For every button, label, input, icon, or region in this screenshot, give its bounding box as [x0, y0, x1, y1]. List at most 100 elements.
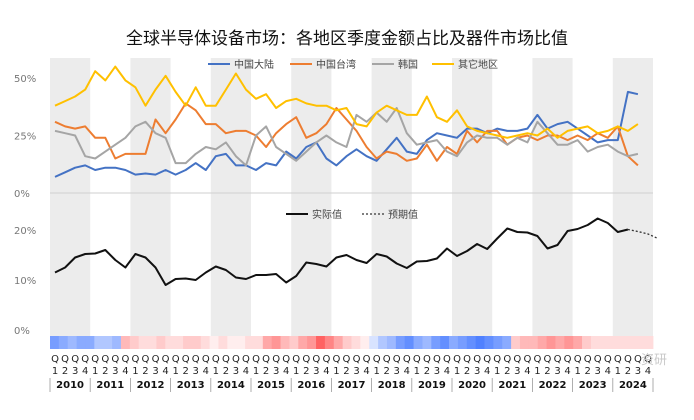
quarter-number: 4 — [323, 366, 329, 377]
heat-cell — [307, 336, 317, 349]
quarter-number: 1 — [373, 366, 379, 377]
year-band — [291, 58, 332, 348]
y-tick-label: 0% — [14, 326, 30, 337]
quarter-letter: Q — [493, 354, 501, 365]
year-label: 2011 — [96, 380, 124, 391]
heat-cell — [590, 336, 601, 349]
heat-cell — [50, 336, 60, 349]
quarter-letter: Q — [282, 354, 290, 365]
quarter-letter: Q — [61, 354, 69, 365]
y-tick-label: 25% — [14, 132, 36, 143]
heat-cell — [484, 336, 494, 349]
quarter-number: 1 — [414, 366, 420, 377]
quarter-number: 1 — [534, 366, 540, 377]
quarter-letter: Q — [142, 354, 150, 365]
heat-cell — [200, 336, 211, 349]
heat-cell — [245, 336, 255, 349]
heat-cell — [635, 336, 645, 349]
quarter-letter: Q — [604, 354, 612, 365]
quarter-number: 3 — [112, 366, 118, 377]
top-legend: 中国大陆 中国台湾 韩国 其它地区 — [208, 58, 498, 71]
year-band — [532, 58, 573, 348]
year-band — [130, 58, 171, 348]
quarter-letter: Q — [101, 354, 109, 365]
quarter-letter: Q — [343, 354, 351, 365]
quarter-number: 3 — [514, 366, 520, 377]
quarter-letter: Q — [644, 354, 652, 365]
quarter-number: 3 — [353, 366, 359, 377]
quarter-letter: Q — [252, 354, 260, 365]
heat-cell — [360, 336, 370, 349]
quarter-number: 4 — [404, 366, 410, 377]
legend-label: 中国大陆 — [234, 58, 274, 71]
heat-cell — [351, 336, 361, 349]
heat-cell — [298, 336, 308, 349]
year-label: 2019 — [418, 380, 446, 391]
heat-cell — [537, 336, 547, 349]
quarter-number: 2 — [263, 366, 269, 377]
quarter-letter: Q — [533, 354, 541, 365]
quarter-number: 3 — [595, 366, 601, 377]
heat-cell — [431, 336, 441, 349]
quarter-number: 3 — [554, 366, 560, 377]
quarter-letter: Q — [453, 354, 461, 365]
quarter-number: 3 — [394, 366, 400, 377]
series-line — [54, 102, 639, 167]
heat-cell — [378, 336, 388, 349]
heat-cell — [103, 336, 113, 349]
quarter-number: 3 — [434, 366, 440, 377]
heat-cell — [147, 336, 157, 349]
quarter-letter: Q — [172, 354, 180, 365]
quarter-number: 2 — [62, 366, 68, 377]
quarter-letter: Q — [152, 354, 160, 365]
quarter-number: 2 — [303, 366, 309, 377]
heat-cell — [227, 336, 237, 349]
year-band — [452, 58, 493, 348]
heat-cell — [440, 336, 450, 349]
heat-cell — [528, 336, 539, 349]
quarter-letter: Q — [222, 354, 230, 365]
quarter-letter: Q — [413, 354, 421, 365]
top-panel-lines — [54, 65, 639, 178]
quarter-number: 3 — [273, 366, 279, 377]
y-tick-label: 0% — [14, 189, 30, 200]
quarter-letter: Q — [162, 354, 170, 365]
quarter-letter: Q — [262, 354, 270, 365]
heat-cell — [209, 336, 219, 349]
quarter-letter: Q — [51, 354, 59, 365]
quarter-letter: Q — [292, 354, 300, 365]
legend-label: 其它地区 — [458, 58, 498, 71]
quarter-number: 2 — [343, 366, 349, 377]
quarter-letter: Q — [302, 354, 310, 365]
year-label: 2020 — [458, 380, 486, 391]
bottom-legend: 实际值 预期值 — [286, 208, 418, 221]
heat-cell — [58, 336, 69, 349]
year-band — [612, 58, 653, 348]
year-bands — [50, 58, 653, 348]
heat-cell — [289, 336, 299, 349]
series-line — [54, 90, 639, 178]
quarter-letter: Q — [332, 354, 340, 365]
quarter-number: 2 — [383, 366, 389, 377]
heat-cell — [324, 336, 335, 349]
quarter-number: 2 — [504, 366, 510, 377]
heat-cell — [608, 336, 618, 349]
heat-cell — [253, 336, 264, 349]
quarter-number: 1 — [615, 366, 621, 377]
heat-cell — [475, 336, 485, 349]
heat-cell — [493, 336, 503, 349]
legend-label: 预期值 — [388, 208, 418, 221]
year-label: 2017 — [338, 380, 366, 391]
year-label: 2024 — [619, 380, 647, 391]
quarter-letter: Q — [212, 354, 220, 365]
quarter-number: 2 — [584, 366, 590, 377]
heat-cell — [129, 336, 140, 349]
quarter-letter: Q — [574, 354, 582, 365]
quarter-number: 3 — [72, 366, 78, 377]
quarter-letter: Q — [383, 354, 391, 365]
heat-cell — [457, 336, 468, 349]
year-label: 2023 — [579, 380, 607, 391]
heat-cell — [555, 336, 565, 349]
quarter-letter: Q — [71, 354, 79, 365]
quarter-letter: Q — [624, 354, 632, 365]
